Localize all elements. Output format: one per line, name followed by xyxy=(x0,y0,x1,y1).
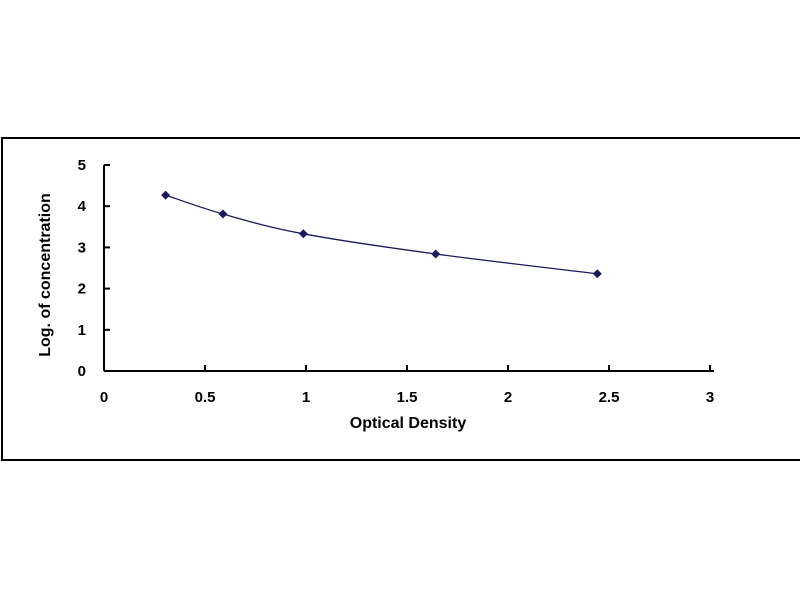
y-tick-label: 3 xyxy=(78,239,86,256)
y-tick-label: 0 xyxy=(78,363,86,380)
data-point xyxy=(431,249,441,259)
y-tick-label: 2 xyxy=(78,281,86,298)
data-point xyxy=(218,209,228,219)
series-curve xyxy=(165,194,598,275)
data-point xyxy=(592,269,602,279)
x-tick-label: 3 xyxy=(706,389,714,406)
y-tick-label: 4 xyxy=(78,198,87,215)
chart-frame xyxy=(1,137,800,461)
x-tick-label: 0 xyxy=(100,389,108,406)
x-axis-label: Optical Density xyxy=(350,415,467,432)
x-tick-label: 1 xyxy=(302,389,310,406)
x-tick-label: 1.5 xyxy=(397,389,418,406)
x-tick-label: 0.5 xyxy=(195,389,216,406)
x-tick-label: 2 xyxy=(504,389,512,406)
data-point xyxy=(161,190,171,200)
y-tick-label: 1 xyxy=(78,322,86,339)
x-tick-label: 2.5 xyxy=(599,389,620,406)
y-tick-label: 5 xyxy=(78,157,86,174)
y-axis-label: Log. of concentration xyxy=(37,193,54,357)
data-point xyxy=(298,229,308,239)
